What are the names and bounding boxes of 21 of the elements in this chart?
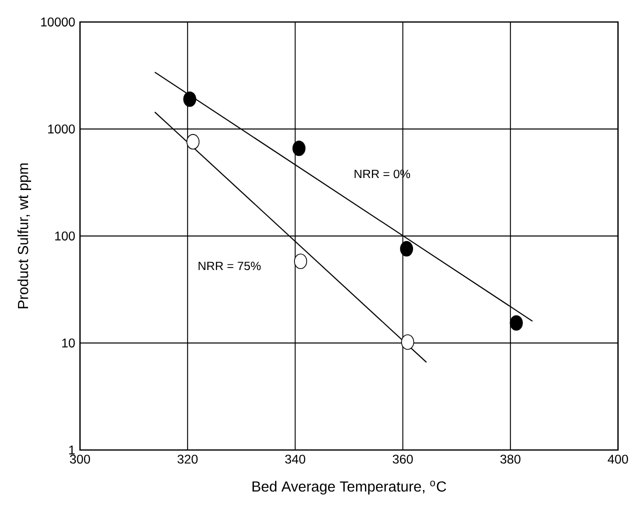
x-tick-label: 380	[500, 454, 520, 464]
point	[292, 140, 306, 156]
y-tick-label: 1000	[48, 124, 75, 134]
x-tick-label: 300	[70, 454, 90, 464]
x-axis-title: Bed Average Temperature, $^{o}$C	[252, 480, 446, 495]
y-axis-title: Product Sulfur, wt ppm	[17, 163, 32, 308]
point	[401, 334, 414, 350]
y-tick-label: 1	[69, 446, 75, 454]
x-tick-label: 320	[178, 454, 198, 464]
y-tick-label: 10	[62, 338, 75, 348]
annotation: NRR = 75%	[198, 262, 261, 270]
point	[510, 315, 523, 331]
point	[186, 134, 200, 150]
point	[294, 254, 308, 270]
y-tick-label: 100	[55, 232, 75, 240]
y-tick-label: 10000	[41, 18, 75, 26]
x-tick-label: 360	[392, 454, 413, 464]
point	[183, 91, 196, 107]
x-tick-label: 340	[285, 454, 306, 464]
x-tick-label: 400	[608, 454, 628, 464]
point	[400, 241, 414, 256]
